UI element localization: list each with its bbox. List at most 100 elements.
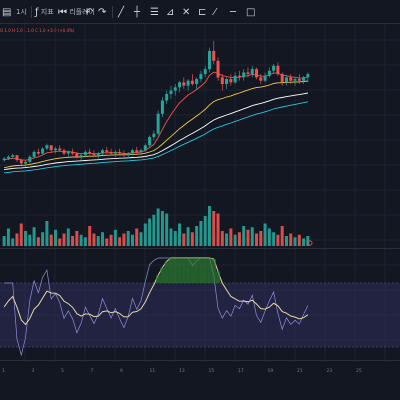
horizontal-line-tool[interactable]: ─ bbox=[230, 4, 236, 20]
candle-body bbox=[53, 148, 57, 151]
candle-body bbox=[143, 145, 147, 151]
indicators-button[interactable]: ƒ 지표 bbox=[35, 4, 54, 20]
candle-body bbox=[237, 75, 241, 78]
overbought-fill bbox=[203, 258, 208, 283]
volume-bar bbox=[276, 234, 280, 246]
candle-body bbox=[284, 77, 288, 83]
redo-button[interactable]: ↷ bbox=[98, 4, 106, 20]
volume-bar bbox=[284, 236, 288, 246]
volume-bar bbox=[160, 211, 164, 246]
volume-bar bbox=[92, 233, 96, 246]
volume-bar bbox=[272, 232, 276, 246]
replay-icon: ⏮ bbox=[58, 6, 67, 18]
candle-body bbox=[302, 77, 306, 81]
volume-bar bbox=[19, 223, 23, 246]
undo-button[interactable]: ↶ bbox=[85, 4, 93, 20]
candle-body bbox=[11, 155, 15, 157]
volume-bar bbox=[173, 231, 177, 246]
pane-divider[interactable] bbox=[0, 360, 400, 361]
volume-bar bbox=[190, 232, 194, 246]
draw-text-tool[interactable]: ✕ bbox=[182, 4, 190, 20]
chart-menu-icon[interactable]: ▤ bbox=[2, 6, 12, 18]
volume-marker bbox=[307, 240, 313, 246]
candle-body bbox=[58, 148, 62, 151]
volume-bar bbox=[2, 236, 6, 246]
candle-body bbox=[160, 100, 164, 114]
volume-bar bbox=[165, 213, 169, 246]
candle-body bbox=[195, 79, 199, 85]
candle-body bbox=[28, 156, 32, 162]
volume-bar bbox=[15, 233, 19, 246]
candle-body bbox=[203, 69, 207, 75]
overbought-fill bbox=[160, 267, 165, 283]
candle-body bbox=[233, 75, 237, 83]
time-axis-label: 21 bbox=[297, 368, 303, 374]
candle-body bbox=[83, 151, 87, 156]
overbought-fill bbox=[190, 258, 195, 283]
overbought-fill bbox=[177, 258, 182, 283]
measure-tool[interactable]: ⊏ bbox=[198, 4, 206, 20]
candle-body bbox=[113, 151, 117, 154]
candle-body bbox=[186, 80, 190, 86]
volume-bar bbox=[263, 223, 267, 246]
indicators-label: 지표 bbox=[40, 8, 54, 16]
candle-body bbox=[88, 151, 92, 154]
moving-averages bbox=[4, 71, 308, 174]
time-axis-label: 5 bbox=[61, 368, 64, 374]
candle-body bbox=[178, 82, 182, 88]
volume-bar bbox=[212, 211, 216, 246]
overbought-fill bbox=[168, 258, 174, 283]
candle-body bbox=[207, 50, 211, 70]
volume-bar bbox=[229, 228, 233, 246]
draw-brush-tool[interactable]: ⊿ bbox=[166, 4, 174, 20]
candle-body bbox=[267, 70, 271, 76]
time-axis-label: 9 bbox=[120, 368, 123, 374]
overbought-fill bbox=[194, 258, 199, 283]
volume-bar bbox=[207, 206, 211, 246]
rectangle-tool[interactable]: □ bbox=[246, 4, 255, 20]
zoom-tool[interactable]: ⁄ bbox=[214, 4, 216, 20]
volume-bar bbox=[139, 232, 143, 246]
candle-body bbox=[109, 151, 113, 154]
volume-bar bbox=[255, 233, 259, 246]
overbought-fill bbox=[164, 261, 169, 283]
ma-fast-line bbox=[4, 71, 308, 161]
candle-body bbox=[148, 136, 152, 146]
volume-bar bbox=[306, 236, 310, 246]
draw-crosshair-tool[interactable]: ┼ bbox=[134, 4, 140, 20]
interval-button[interactable]: 1시 bbox=[16, 4, 27, 20]
volume-bar bbox=[182, 233, 186, 246]
candle-body bbox=[71, 151, 75, 154]
candle-body bbox=[118, 151, 122, 154]
draw-line-tool[interactable]: ╱ bbox=[118, 4, 124, 20]
candle-body bbox=[62, 150, 66, 154]
candle-body bbox=[165, 93, 169, 101]
overbought-fill bbox=[211, 259, 216, 283]
candle-body bbox=[79, 155, 83, 157]
ma-slow-line bbox=[4, 101, 308, 174]
volume-bar bbox=[75, 231, 79, 246]
volume-bar bbox=[41, 232, 45, 246]
candle-body bbox=[216, 60, 220, 78]
candle-body bbox=[126, 153, 130, 156]
replay-button[interactable]: ⏮ 리플레이 bbox=[58, 4, 95, 20]
volume-bar bbox=[49, 234, 53, 246]
pane-divider[interactable] bbox=[0, 248, 400, 249]
volume-bar bbox=[143, 223, 147, 246]
volume-bar bbox=[242, 226, 246, 246]
candle-body bbox=[276, 65, 280, 75]
zoom-icon: ⁄ bbox=[214, 6, 216, 18]
candle-body bbox=[255, 69, 259, 78]
volume-bar bbox=[79, 234, 83, 246]
draw-fib-tool[interactable]: ☰ bbox=[150, 4, 159, 20]
overbought-fill bbox=[207, 258, 212, 283]
candle-body bbox=[6, 156, 10, 159]
rectangle-icon: □ bbox=[246, 6, 256, 18]
candle-body bbox=[36, 151, 40, 154]
candle-body bbox=[242, 72, 246, 78]
volume-bar bbox=[105, 238, 109, 246]
candle-body bbox=[173, 87, 177, 91]
candle-body bbox=[49, 145, 53, 151]
candle-body bbox=[156, 113, 160, 134]
